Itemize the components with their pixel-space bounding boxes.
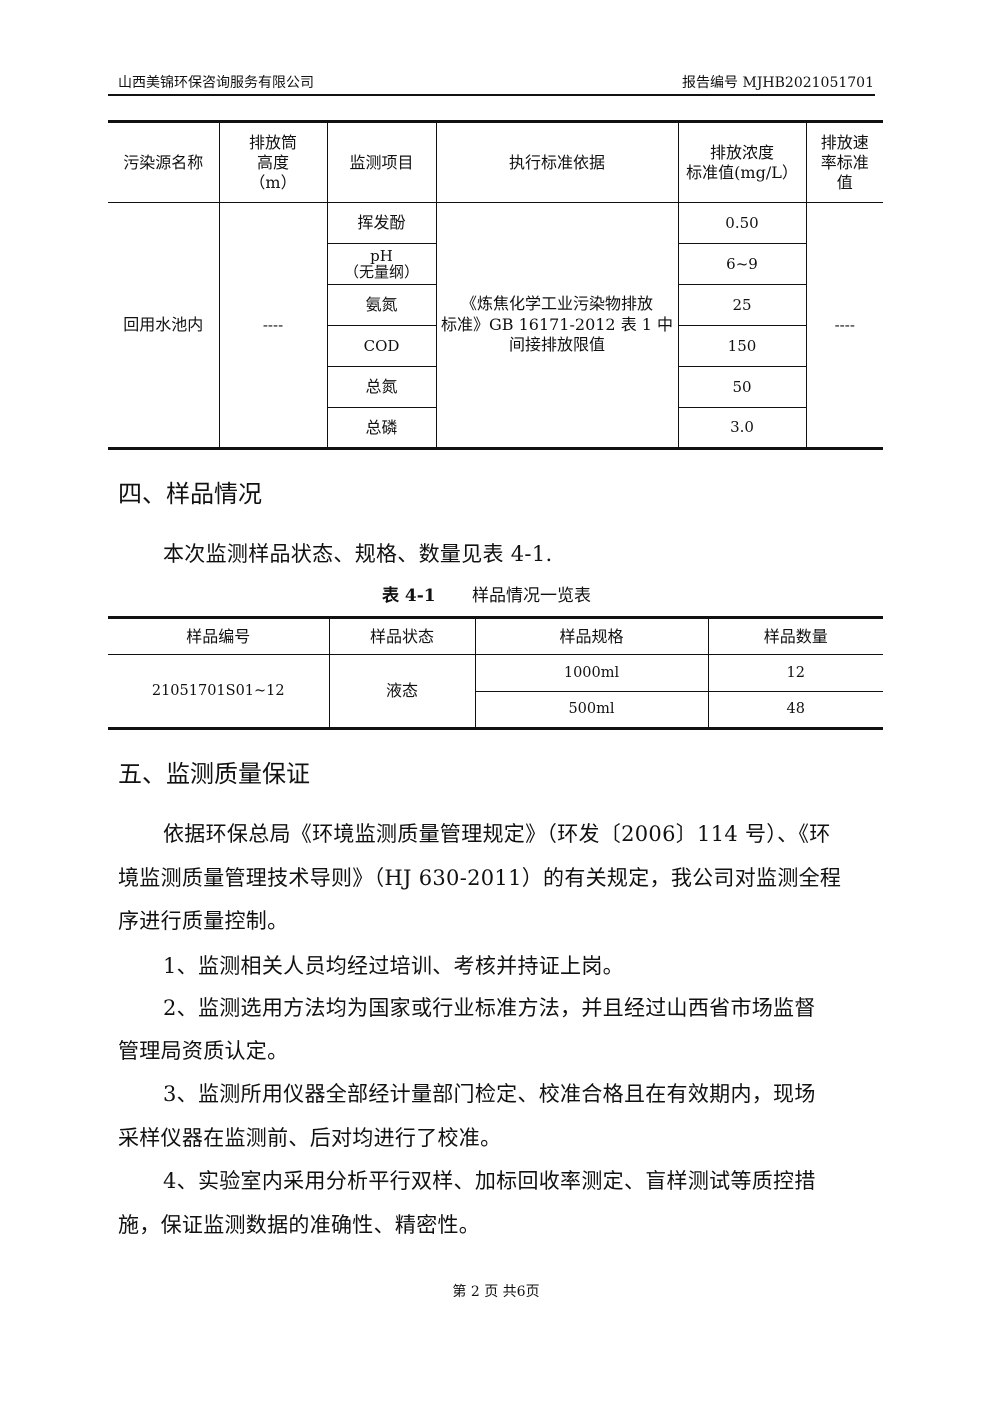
section-5-title: 五、监测质量保证 [118,760,310,788]
item-cell: 氨氮 [327,284,437,326]
source-cell: 回用水池内 [108,202,220,449]
paragraph-line: 管理局资质认定。 [118,1039,289,1063]
paragraph-line: 1、监测相关人员均经过培训、考核并持证上岗。 [163,954,624,978]
item-cell: 总氮 [327,366,437,408]
header-cell: 样品数量 [707,617,883,655]
header-cell: 排放速 率标准 值 [805,121,883,203]
page-footer: 第 2 页 共6页 [452,1284,540,1300]
rate-cell: ---- [805,202,883,449]
value-cell: 25 [677,284,806,326]
header-cell: 污染源名称 [108,121,220,203]
paragraph-line: 境监测质量管理技术导则》（HJ 630-2011）的有关规定，我公司对监测全程 [118,866,842,890]
header-cell: 执行标准依据 [435,121,679,203]
table-header-row: 污染源名称 排放筒 高度 （m） 监测项目 执行标准依据 排放浓度 标准值(mg… [108,121,883,203]
paragraph-line: 3、监测所用仪器全部经计量部门检定、校准合格且在有效期内，现场 [163,1082,816,1106]
sample-table: 样品编号 样品状态 样品规格 样品数量 21051701S01~12 液态 10… [108,616,883,730]
paragraph-line: 施，保证监测数据的准确性、精密性。 [118,1213,481,1237]
header-cell: 排放浓度 标准值(mg/L） [677,121,807,203]
table-caption-number: 表 4-1 [382,586,436,606]
standard-cell: 《炼焦化学工业污染物排放 标准》GB 16171-2012 表 1 中 间接排放… [435,202,679,449]
header-cell: 样品规格 [474,617,709,655]
table-caption-title: 样品情况一览表 [472,586,591,606]
spec-cell: 500ml [475,691,709,729]
header-cell: 样品编号 [108,617,330,655]
paragraph-line: 2、监测选用方法均为国家或行业标准方法，并且经过山西省市场监督 [163,996,816,1020]
state-cell: 液态 [328,654,476,729]
paragraph-line: 4、实验室内采用分析平行双样、加标回收率测定、盲样测试等质控措 [163,1169,816,1193]
value-cell: 3.0 [677,407,806,449]
section-4-intro: 本次监测样品状态、规格、数量见表 4-1. [163,542,553,566]
value-cell: 0.50 [677,202,807,244]
paragraph-line: 采样仪器在监测前、后对均进行了校准。 [118,1126,502,1150]
header-rule [108,94,875,96]
table-row: 500ml 48 [108,691,883,729]
standards-table: 污染源名称 排放筒 高度 （m） 监测项目 执行标准依据 排放浓度 标准值(mg… [108,120,883,450]
table-row: 回用水池内 ---- 挥发酚 《炼焦化学工业污染物排放 标准》GB 16171-… [108,202,883,449]
table-row: 总氮 50 [108,366,883,408]
header-cell: 样品状态 [328,617,476,655]
sample-id-cell: 21051701S01~12 [108,654,330,729]
value-cell: 150 [677,325,806,367]
item-cell: pH （无量纲） [327,243,437,285]
value-cell: 50 [677,366,806,408]
header-cell: 监测项目 [326,121,437,203]
table-header-row: 样品编号 样品状态 样品规格 样品数量 [108,617,883,655]
qty-cell: 48 [707,691,883,729]
table-row: 总磷 3.0 [108,407,883,449]
paragraph-line: 依据环保总局《环境监测质量管理规定》（环发〔2006〕114 号）、《环 [163,822,831,846]
spec-cell: 1000ml [474,654,709,692]
qty-cell: 12 [707,654,883,692]
company-name: 山西美锦环保咨询服务有限公司 [118,75,314,91]
paragraph-line: 序进行质量控制。 [118,909,289,933]
item-cell: COD [327,325,437,367]
value-cell: 6~9 [677,243,806,285]
table-row: 21051701S01~12 液态 1000ml 12 [108,654,883,729]
table-row: pH （无量纲） 6~9 [108,243,883,285]
section-4-title: 四、样品情况 [118,480,262,508]
item-cell: 挥发酚 [326,202,437,244]
height-cell: ---- [218,202,328,449]
item-cell: 总磷 [327,407,437,449]
report-number: 报告编号 MJHB2021051701 [682,75,874,91]
header-cell: 排放筒 高度 （m） [218,121,328,203]
